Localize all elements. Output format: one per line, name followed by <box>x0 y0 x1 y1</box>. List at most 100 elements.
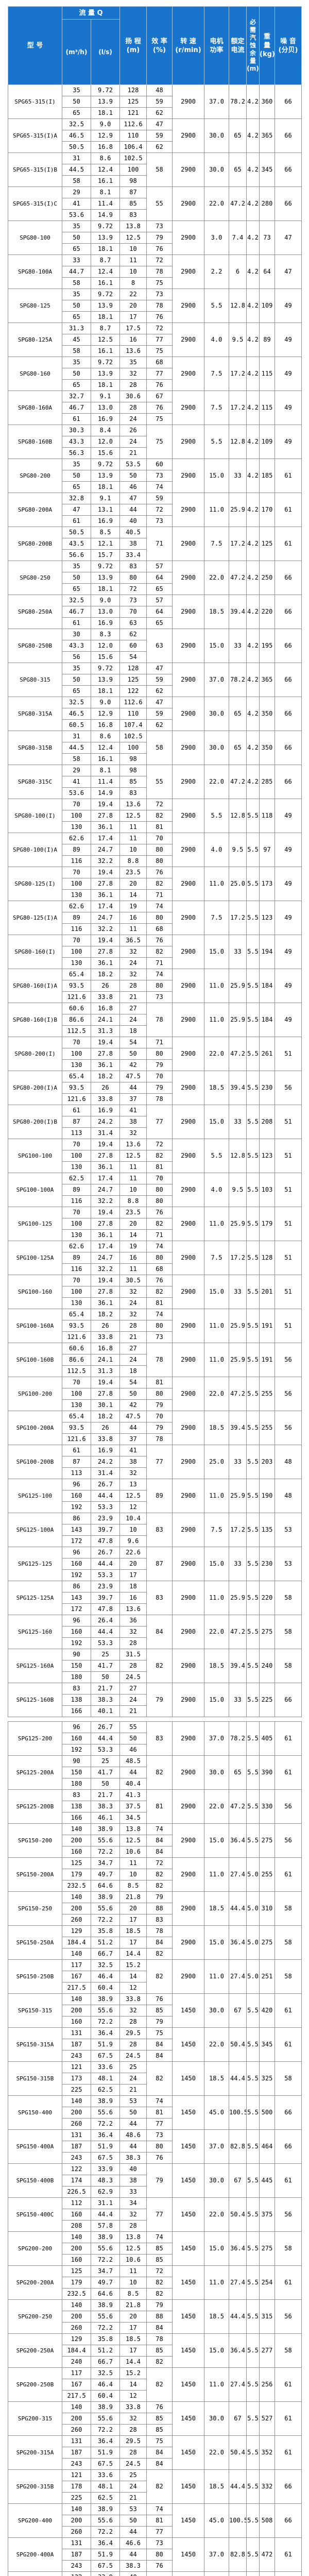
spec-subrow: 100 27.8 12.5 82 <box>8 810 302 822</box>
efficiency-value: 80 <box>146 2549 173 2561</box>
flow-ls-value: 13.9 <box>90 674 121 686</box>
rated-current-value: 33 <box>229 1683 247 1717</box>
flow-ls-value: 26.7 <box>91 1721 120 1733</box>
flow-ls-value: 27.8 <box>90 810 121 822</box>
head-value: 27 <box>119 1683 147 1694</box>
head-value: 28 <box>119 1320 147 1332</box>
spec-subrow: 138 38.3 37.5 <box>8 1801 302 1812</box>
spec-subrow: SPG80-160B 30.3 8.4 26 75 2900 5.5 12.8 4.2 109 49 <box>8 425 302 459</box>
flow-m3h-value: 100 <box>62 1286 91 1298</box>
weight-value: 250 <box>259 561 276 595</box>
flow-m3h-value: 260 <box>62 2526 91 2538</box>
spec-subrow: SPG80-250B 30 8.3 62 63 2900 15.0 33 4.2 195 66 <box>8 629 302 663</box>
flow-ls-value: 26.7 <box>90 1547 121 1558</box>
efficiency-value: 60 <box>146 459 173 470</box>
flow-m3h-value: 31 <box>62 731 91 742</box>
motor-power-value: 7.5 <box>204 901 230 935</box>
spec-subrow: SPG80-100 35 9.72 13.8 73 2900 3.0 7.4 4.2 73 47 <box>8 221 302 255</box>
flow-m3h-value: 100 <box>62 1218 91 1230</box>
model-cell: SPG65-315(I)B <box>8 152 62 187</box>
flow-ls-value: 55.6 <box>91 2107 120 2119</box>
flow-m3h-value: 65 <box>62 481 91 493</box>
efficiency-value: 47 <box>146 663 173 674</box>
spec-subrow: SPG80-200 35 9.72 53.5 60 2900 15.0 33 4.2 185 61 <box>8 459 302 493</box>
spec-subrow: 121.6 33.8 37 78 <box>8 1093 302 1105</box>
col-header-efficiency: 效 率 (%) <box>146 6 173 85</box>
flow-m3h-value: 35 <box>62 663 91 674</box>
flow-m3h-value: 200 <box>62 1835 91 1846</box>
speed-value: 2900 <box>172 731 205 765</box>
motor-power-value: 45.0 <box>204 2503 229 2538</box>
rated-current-value: 47.2 <box>229 1615 247 1649</box>
head-value: 36.5 <box>119 935 147 946</box>
head-value: 17 <box>119 1937 147 1948</box>
spec-subrow: 160 72.2 10.6 85 <box>8 2254 302 2266</box>
efficiency-value: 70 <box>146 1071 173 1082</box>
spec-subrow: SPG80-100A 33 8.7 11 72 2900 2.2 6 4.2 64 47 <box>8 255 302 289</box>
head-value: 24.5 <box>119 2050 147 2062</box>
spec-subrow: 130 36.1 14 71 <box>8 1229 302 1241</box>
efficiency-value: 84 <box>146 1835 173 1846</box>
noise-value: 66 <box>274 561 302 595</box>
model-cell: SPG125-200B <box>8 1789 62 1824</box>
noise-value: 66 <box>274 152 302 187</box>
flow-m3h-value: 70 <box>62 1377 91 1388</box>
head-value: 30.6 <box>119 391 147 402</box>
spec-subrow: 173 48.1 24 <box>8 2073 302 2084</box>
motor-power-value: 11.0 <box>204 2265 229 2300</box>
flow-ls-value: 18.2 <box>90 1071 121 1082</box>
motor-power-value: 22.0 <box>204 1615 230 1649</box>
efficiency-value: 76 <box>146 1275 173 1286</box>
spec-subrow: SPG200-200A 125 34.7 11 72 1450 11.0 27.4 5.5 254… <box>8 2265 302 2300</box>
flow-m3h-value: 96 <box>62 1721 91 1733</box>
efficiency-value: 82 <box>146 1218 173 1230</box>
model-cell: SPG125-200 <box>8 1721 62 1756</box>
model-cell: SPG65-315(I)C <box>8 187 62 221</box>
spec-subrow: SPG80-200B 50.5 8.5 40.5 71 2900 7.5 17.2 4.2 125… <box>8 527 302 561</box>
flow-m3h-value: 89 <box>62 844 91 856</box>
speed-value: 1450 <box>172 2027 204 2062</box>
flow-m3h-value: 150 <box>62 1660 91 1672</box>
flow-m3h-value: 130 <box>62 889 91 901</box>
efficiency-value: 70 <box>146 833 173 844</box>
head-value: 12.5 <box>119 1835 147 1846</box>
flow-m3h-value: 130 <box>62 1297 91 1309</box>
head-value: 48.5 <box>119 1755 147 1767</box>
model-cell: SPG80-200(I)A <box>8 1071 62 1105</box>
npsh-value: 4.2 <box>246 527 260 561</box>
noise-value: 56 <box>274 1377 302 1411</box>
npsh-value: 5.5 <box>246 1411 260 1445</box>
efficiency-value: 76 <box>146 2401 173 2413</box>
spec-subrow: SPG200-400 140 38.9 53 74 1450 45.0 100.5 5.5 508… <box>8 2503 302 2538</box>
rated-current-value: 33 <box>229 935 247 969</box>
flow-m3h-value: 44.5 <box>62 742 91 754</box>
rated-current-value: 50.4 <box>229 2027 247 2062</box>
model-cell: SPG100-160B <box>8 1343 62 1377</box>
flow-m3h-value: 160 <box>62 2209 91 2221</box>
head-value: 50 <box>119 1388 147 1400</box>
flow-m3h-value: 62.6 <box>62 901 91 912</box>
rated-current-value: 9.5 <box>229 1173 247 1207</box>
head-value: 24 <box>119 1014 147 1026</box>
flow-m3h-value: 70 <box>62 867 91 878</box>
flow-ls-value: 18.1 <box>90 685 121 697</box>
flow-m3h-value: 46.5 <box>62 130 91 142</box>
rated-current-value: 25.9 <box>229 1309 247 1343</box>
flow-ls-value: 12.4 <box>90 164 121 176</box>
speed-value: 1450 <box>172 1993 204 2028</box>
head-value: 54 <box>119 651 147 663</box>
flow-m3h-value: 200 <box>62 2107 91 2119</box>
head-value: 28 <box>119 2424 147 2436</box>
motor-power-value: 15.0 <box>204 629 230 663</box>
efficiency-value: 79 <box>146 1683 173 1717</box>
flow-m3h-value: 192 <box>62 1637 91 1649</box>
speed-value: 1450 <box>172 2231 204 2266</box>
spec-subrow: SPG150-250A 129 35.8 18.5 78 2900 15.0 36.4 5.0 2… <box>8 1925 302 1960</box>
spec-subrow: 217.5 60.4 12 <box>8 2390 302 2402</box>
rated-current-value: 25.9 <box>229 493 247 527</box>
rated-current-value: 82.8 <box>229 2129 247 2164</box>
head-value: 25 <box>119 2061 147 2073</box>
flow-m3h-value: 83 <box>62 1789 91 1801</box>
npsh-value: 5.5 <box>246 2571 260 2576</box>
motor-power-value: 37.0 <box>204 1721 229 1756</box>
